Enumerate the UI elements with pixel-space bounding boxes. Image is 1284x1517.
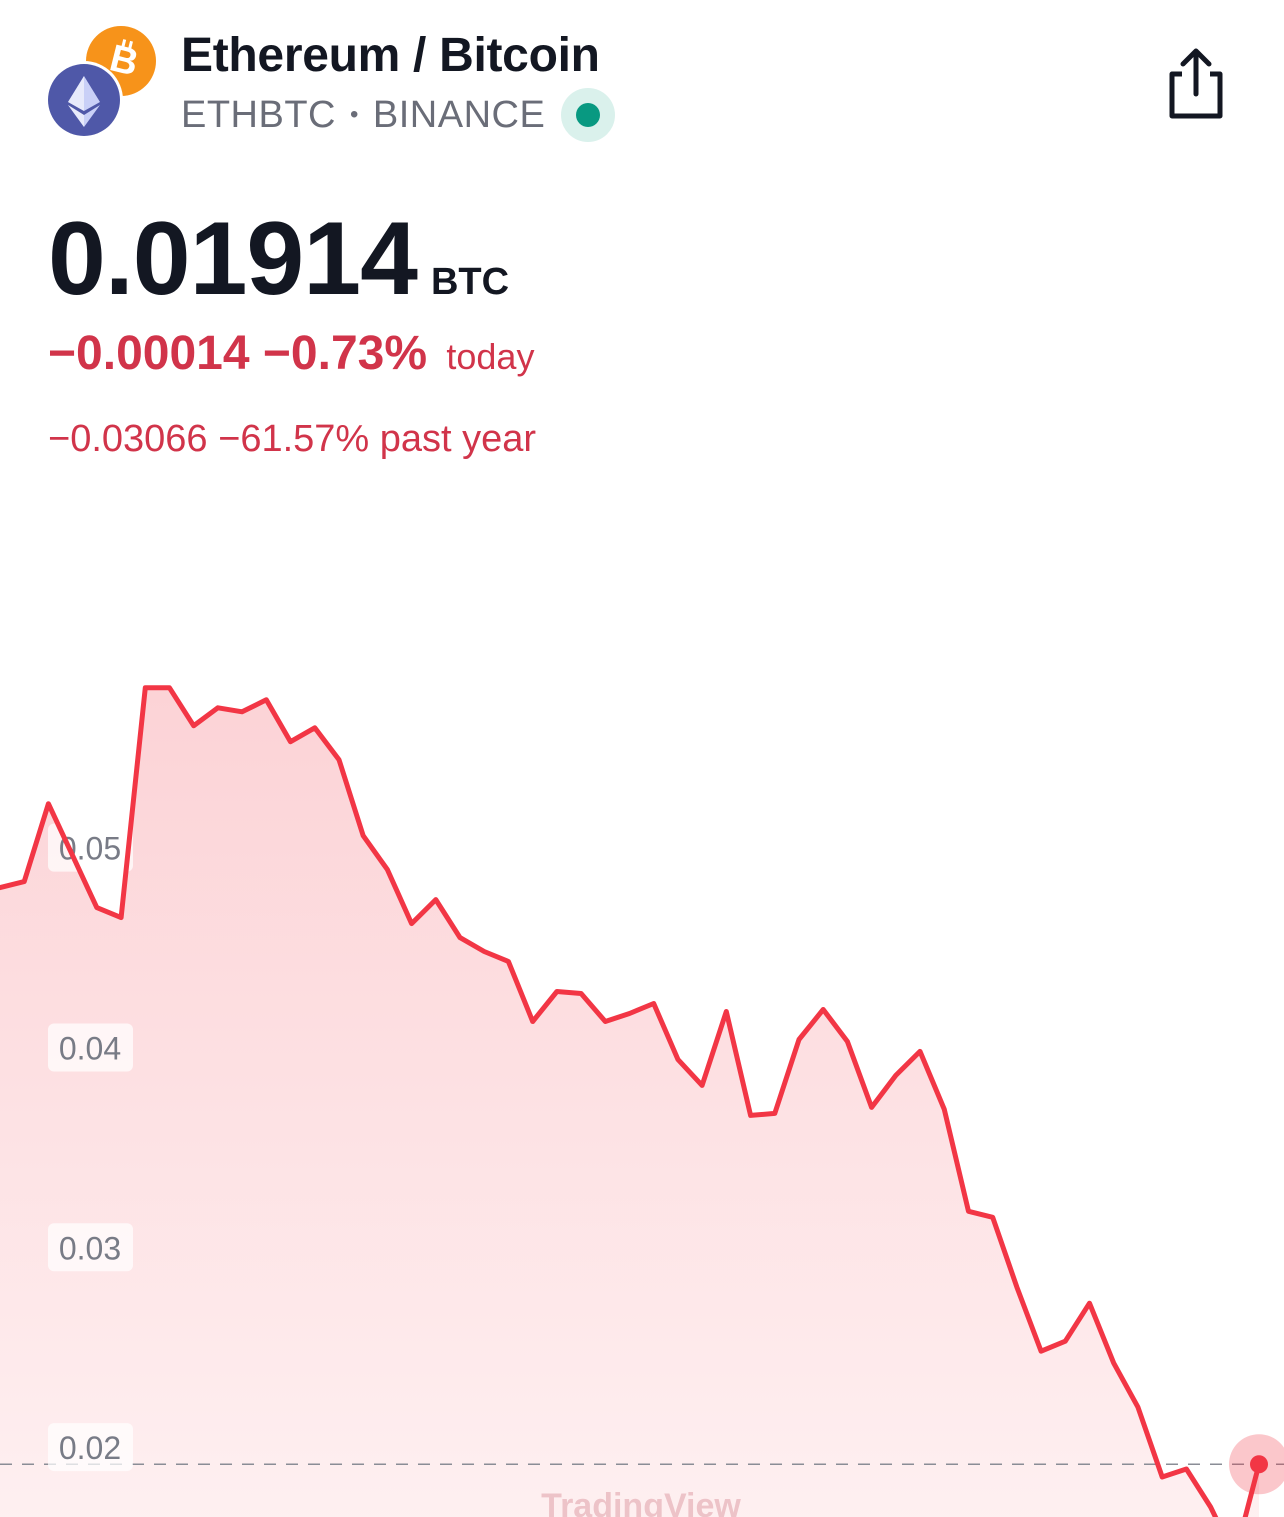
symbol-subtitle: ETHBTC • BINANCE (181, 88, 616, 142)
tradingview-watermark: TradingView (541, 1487, 741, 1517)
y-tick-label: 0.04 (59, 1030, 121, 1066)
y-tick-label-bg (48, 823, 133, 872)
symbol-title: Ethereum / Bitcoin (181, 29, 600, 82)
daily-change-abs: −0.00014 (48, 327, 250, 380)
yearly-change-abs: −0.03066 (48, 418, 208, 460)
price-line (0, 685, 1262, 1517)
daily-change-pct: −0.73% (262, 327, 428, 380)
yearly-change-label: past year (379, 418, 537, 460)
yearly-change-pct: −61.57% (218, 418, 370, 460)
yearly-change: −0.03066 −61.57% past year (48, 418, 536, 461)
price-chart-svg[interactable]: 0.050.040.030.02 TradingView (0, 480, 1284, 1517)
y-tick-label-bg (48, 1023, 133, 1072)
ethereum-logo-icon (48, 64, 120, 136)
pair-logos: B (48, 26, 158, 136)
market-status-indicator (561, 88, 616, 142)
y-tick-label: 0.02 (59, 1430, 121, 1466)
y-tick-label-bg (48, 1423, 133, 1472)
exchange-name: BINANCE (372, 93, 546, 136)
market-open-dot-icon (576, 103, 601, 127)
share-icon (1169, 48, 1223, 119)
price-area-fill (0, 687, 1259, 1517)
daily-change: −0.00014 −0.73% today (48, 326, 534, 381)
price-currency: BTC (430, 261, 510, 303)
y-tick-label-bg (48, 1223, 133, 1272)
y-tick-label: 0.03 (59, 1230, 121, 1266)
ticker-symbol: ETHBTC (181, 93, 336, 136)
symbol-header: B Ethereum / Bitcoin ETHBTC • BINANCE (0, 0, 1284, 160)
separator-dot: • (350, 101, 359, 128)
y-axis-labels: 0.050.040.030.02 (48, 823, 133, 1472)
daily-change-label: today (446, 336, 535, 377)
last-price: 0.01914 (48, 201, 418, 317)
share-button[interactable] (1160, 44, 1232, 124)
last-point-marker (1250, 1455, 1268, 1474)
price-chart[interactable]: 0.05 0.04 0.03 0.02 TradingView (0, 480, 1284, 1517)
price-row: 0.01914 BTC (48, 200, 509, 319)
